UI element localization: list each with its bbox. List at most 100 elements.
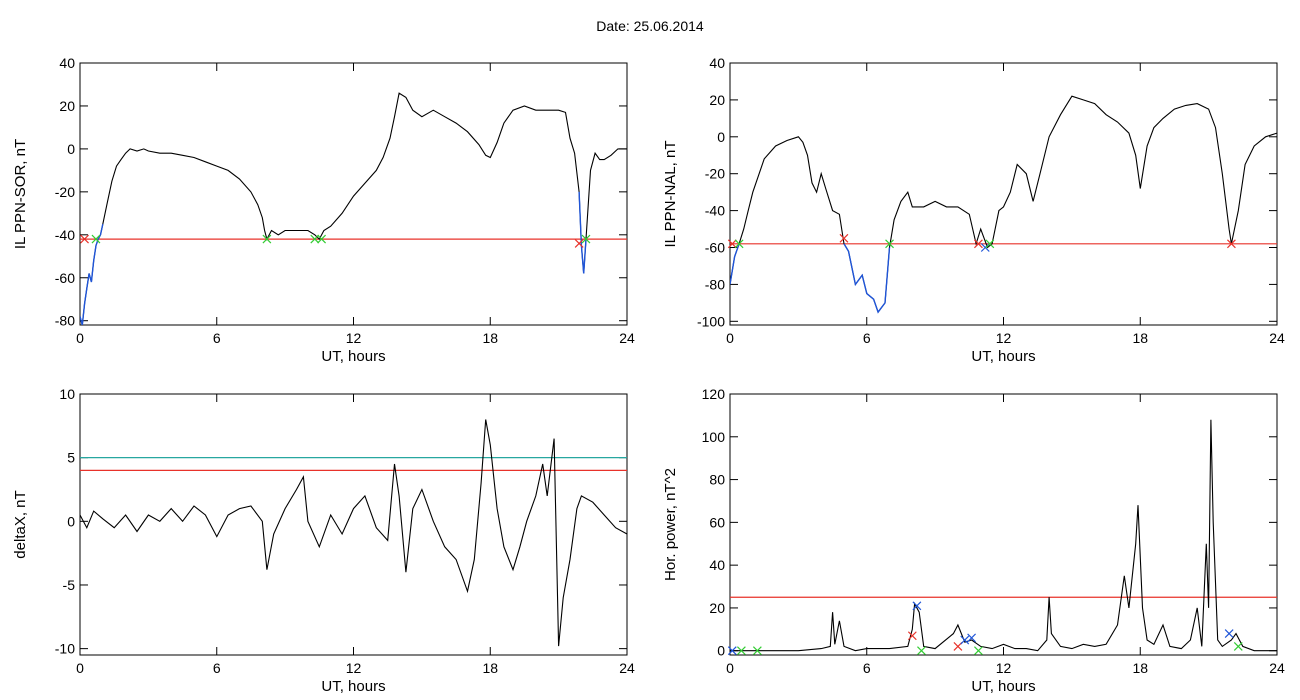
series-line (730, 95, 1277, 314)
marker-stroke (91, 234, 101, 244)
marker-x (310, 234, 320, 244)
marker-x (727, 239, 737, 249)
series-highlight (730, 243, 740, 285)
marker-stroke (310, 234, 320, 244)
marker-stroke (912, 601, 922, 611)
marker-x (581, 234, 591, 244)
y-tick-label: 5 (67, 450, 75, 466)
marker-stroke (727, 646, 737, 656)
marker-x (1233, 642, 1243, 651)
x-tick-label: 24 (619, 660, 635, 676)
y-tick-label: 0 (717, 643, 725, 659)
series-line (730, 419, 1277, 652)
marker-stroke (980, 243, 990, 252)
y-tick-label: 10 (59, 386, 75, 402)
x-tick-label: 18 (1132, 330, 1148, 346)
y-tick-label: 0 (717, 129, 725, 145)
series-highlight (578, 191, 587, 274)
marker-x (734, 239, 744, 249)
x-axis-label: UT, hours (321, 678, 385, 695)
x-tick-label: 6 (863, 330, 871, 346)
x-tick-label: 12 (996, 330, 1012, 346)
y-tick-label: -5 (63, 577, 76, 593)
y-tick-label: -20 (55, 184, 75, 200)
y-axis-label: IL PPN-NAL, nT (662, 141, 679, 248)
x-axis-label: UT, hours (321, 348, 385, 365)
marker-x (974, 239, 983, 249)
marker-x (1226, 239, 1236, 249)
x-tick-label: 6 (213, 660, 221, 676)
marker-x (317, 234, 327, 244)
panel-3: 0 6 12 18 24 -10 -5 0 5 10 UT, hours deltaX, nT (12, 386, 635, 695)
y-tick-label: -60 (55, 270, 75, 286)
y-tick-label: -20 (705, 166, 725, 182)
marker-x (91, 234, 101, 244)
panel-4: 0 6 12 18 24 0 20 40 60 80 100 120 UT, hours Hor. pow… (662, 386, 1285, 695)
marker-stroke (974, 646, 983, 656)
y-tick-label: -100 (697, 313, 725, 329)
marker-x (736, 646, 746, 656)
plot-frame (79, 62, 628, 326)
y-tick-label: -40 (55, 227, 75, 243)
x-tick-label: 24 (1269, 330, 1285, 346)
marker-stroke (581, 234, 591, 244)
marker-stroke (317, 234, 327, 244)
x-tick-label: 12 (996, 660, 1012, 676)
marker-stroke (1233, 642, 1243, 651)
x-tick-label: 24 (619, 330, 635, 346)
y-tick-label: 40 (709, 55, 725, 71)
y-tick-label: -60 (705, 240, 725, 256)
marker-x (262, 234, 272, 244)
marker-stroke (885, 239, 894, 249)
y-tick-label: 20 (709, 600, 725, 616)
marker-stroke (985, 239, 995, 249)
x-tick-label: 18 (482, 660, 498, 676)
y-axis-label: deltaX, nT (12, 490, 29, 558)
marker-stroke (960, 635, 970, 645)
y-tick-label: -80 (55, 313, 75, 329)
marker-x (574, 238, 584, 248)
plot-frame (79, 393, 628, 656)
x-axis-label: UT, hours (971, 348, 1035, 365)
y-axis-label: Hor. power, nT^2 (662, 468, 679, 581)
marker-stroke (80, 234, 89, 244)
marker-x (80, 234, 89, 244)
marker-stroke (574, 238, 584, 248)
y-tick-label: -80 (705, 276, 725, 292)
marker-stroke (734, 239, 744, 249)
series-highlight (80, 223, 104, 325)
chart-title: Date: 25.06.2014 (596, 18, 704, 34)
x-tick-label: 0 (726, 330, 734, 346)
marker-x (967, 633, 977, 643)
marker-x (960, 635, 970, 645)
marker-x (980, 243, 990, 252)
series-line (80, 419, 627, 647)
marker-stroke (262, 234, 272, 244)
x-tick-label: 12 (346, 330, 362, 346)
y-tick-label: -10 (55, 641, 75, 657)
y-tick-label: 40 (59, 55, 75, 71)
x-tick-label: 6 (863, 660, 871, 676)
y-tick-label: 0 (67, 141, 75, 157)
y-axis-label: IL PPN-SOR, nT (12, 139, 29, 249)
marker-x (985, 239, 995, 249)
y-tick-label: 100 (702, 429, 726, 445)
marker-x (974, 646, 983, 656)
series-line (80, 92, 627, 325)
marker-x (907, 631, 917, 641)
marker-stroke (967, 633, 977, 643)
marker-x (727, 646, 737, 656)
x-tick-label: 18 (482, 330, 498, 346)
marker-stroke (736, 646, 746, 656)
y-tick-label: 120 (702, 386, 726, 402)
marker-stroke (752, 646, 762, 656)
marker-stroke (727, 239, 737, 249)
x-tick-label: 24 (1269, 660, 1285, 676)
marker-x (1224, 629, 1234, 639)
x-tick-label: 12 (346, 660, 362, 676)
marker-x (885, 239, 894, 249)
series-highlight (843, 243, 891, 314)
panel-2: 0 6 12 18 24 -100 -80 -60 -40 -20 0 20 40 UT, hours IL… (662, 55, 1285, 365)
marker-stroke (917, 646, 926, 656)
